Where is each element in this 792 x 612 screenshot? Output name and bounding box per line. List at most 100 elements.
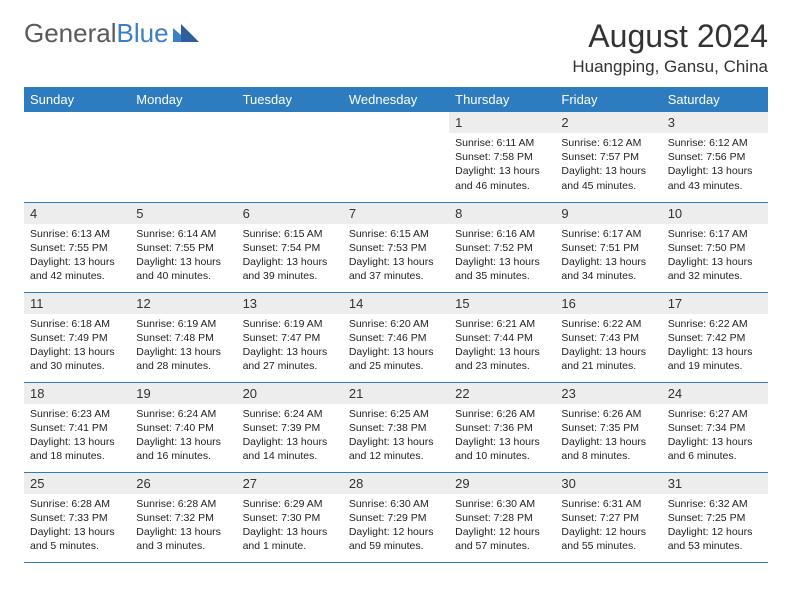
day-number: 21 [343,383,449,404]
logo: GeneralBlue [24,18,199,49]
calendar-cell: 17Sunrise: 6:22 AMSunset: 7:42 PMDayligh… [662,292,768,382]
day-details: Sunrise: 6:29 AMSunset: 7:30 PMDaylight:… [237,494,343,559]
day-details: Sunrise: 6:28 AMSunset: 7:32 PMDaylight:… [130,494,236,559]
day-number: 6 [237,203,343,224]
calendar-row: 18Sunrise: 6:23 AMSunset: 7:41 PMDayligh… [24,382,768,472]
day-number: 16 [555,293,661,314]
calendar-row: 4Sunrise: 6:13 AMSunset: 7:55 PMDaylight… [24,202,768,292]
day-number: 25 [24,473,130,494]
calendar-page: GeneralBlue August 2024 Huangping, Gansu… [0,0,792,575]
calendar-row: 25Sunrise: 6:28 AMSunset: 7:33 PMDayligh… [24,472,768,562]
day-number: 19 [130,383,236,404]
calendar-cell: 13Sunrise: 6:19 AMSunset: 7:47 PMDayligh… [237,292,343,382]
day-number: 12 [130,293,236,314]
day-details: Sunrise: 6:13 AMSunset: 7:55 PMDaylight:… [24,224,130,289]
day-number: 13 [237,293,343,314]
calendar-cell: 24Sunrise: 6:27 AMSunset: 7:34 PMDayligh… [662,382,768,472]
weekday-header: Monday [130,87,236,112]
day-details: Sunrise: 6:22 AMSunset: 7:43 PMDaylight:… [555,314,661,379]
day-number: 31 [662,473,768,494]
calendar-cell: 25Sunrise: 6:28 AMSunset: 7:33 PMDayligh… [24,472,130,562]
calendar-cell [343,112,449,202]
calendar-cell: 8Sunrise: 6:16 AMSunset: 7:52 PMDaylight… [449,202,555,292]
day-details: Sunrise: 6:30 AMSunset: 7:28 PMDaylight:… [449,494,555,559]
weekday-header: Saturday [662,87,768,112]
logo-text-2: Blue [117,18,169,49]
weekday-header: Tuesday [237,87,343,112]
page-header: GeneralBlue August 2024 Huangping, Gansu… [24,18,768,77]
day-details: Sunrise: 6:32 AMSunset: 7:25 PMDaylight:… [662,494,768,559]
calendar-cell [130,112,236,202]
calendar-cell: 1Sunrise: 6:11 AMSunset: 7:58 PMDaylight… [449,112,555,202]
day-details: Sunrise: 6:28 AMSunset: 7:33 PMDaylight:… [24,494,130,559]
day-number: 15 [449,293,555,314]
day-details: Sunrise: 6:24 AMSunset: 7:40 PMDaylight:… [130,404,236,469]
day-number [24,112,130,133]
day-number: 28 [343,473,449,494]
day-number: 4 [24,203,130,224]
day-number: 23 [555,383,661,404]
day-details: Sunrise: 6:26 AMSunset: 7:36 PMDaylight:… [449,404,555,469]
day-number [237,112,343,133]
calendar-cell: 28Sunrise: 6:30 AMSunset: 7:29 PMDayligh… [343,472,449,562]
calendar-cell: 5Sunrise: 6:14 AMSunset: 7:55 PMDaylight… [130,202,236,292]
day-details: Sunrise: 6:12 AMSunset: 7:56 PMDaylight:… [662,133,768,198]
page-subtitle: Huangping, Gansu, China [572,57,768,77]
day-details: Sunrise: 6:21 AMSunset: 7:44 PMDaylight:… [449,314,555,379]
calendar-cell: 26Sunrise: 6:28 AMSunset: 7:32 PMDayligh… [130,472,236,562]
calendar-cell: 19Sunrise: 6:24 AMSunset: 7:40 PMDayligh… [130,382,236,472]
day-number: 7 [343,203,449,224]
weekday-header-row: Sunday Monday Tuesday Wednesday Thursday… [24,87,768,112]
day-number: 14 [343,293,449,314]
day-number: 11 [24,293,130,314]
calendar-cell: 9Sunrise: 6:17 AMSunset: 7:51 PMDaylight… [555,202,661,292]
day-number: 18 [24,383,130,404]
day-details: Sunrise: 6:26 AMSunset: 7:35 PMDaylight:… [555,404,661,469]
calendar-cell: 3Sunrise: 6:12 AMSunset: 7:56 PMDaylight… [662,112,768,202]
calendar-cell: 4Sunrise: 6:13 AMSunset: 7:55 PMDaylight… [24,202,130,292]
weekday-header: Thursday [449,87,555,112]
day-number: 1 [449,112,555,133]
page-title: August 2024 [572,18,768,55]
calendar-cell: 21Sunrise: 6:25 AMSunset: 7:38 PMDayligh… [343,382,449,472]
weekday-header: Sunday [24,87,130,112]
calendar-cell: 30Sunrise: 6:31 AMSunset: 7:27 PMDayligh… [555,472,661,562]
day-details: Sunrise: 6:17 AMSunset: 7:51 PMDaylight:… [555,224,661,289]
day-number: 22 [449,383,555,404]
day-details: Sunrise: 6:15 AMSunset: 7:54 PMDaylight:… [237,224,343,289]
day-details: Sunrise: 6:23 AMSunset: 7:41 PMDaylight:… [24,404,130,469]
calendar-body: 1Sunrise: 6:11 AMSunset: 7:58 PMDaylight… [24,112,768,562]
day-details: Sunrise: 6:19 AMSunset: 7:48 PMDaylight:… [130,314,236,379]
calendar-cell: 11Sunrise: 6:18 AMSunset: 7:49 PMDayligh… [24,292,130,382]
calendar-row: 1Sunrise: 6:11 AMSunset: 7:58 PMDaylight… [24,112,768,202]
calendar-cell [237,112,343,202]
day-details: Sunrise: 6:18 AMSunset: 7:49 PMDaylight:… [24,314,130,379]
calendar-cell: 15Sunrise: 6:21 AMSunset: 7:44 PMDayligh… [449,292,555,382]
calendar-cell: 20Sunrise: 6:24 AMSunset: 7:39 PMDayligh… [237,382,343,472]
day-number: 10 [662,203,768,224]
calendar-cell: 31Sunrise: 6:32 AMSunset: 7:25 PMDayligh… [662,472,768,562]
logo-triangle-icon [173,18,199,49]
day-number: 30 [555,473,661,494]
day-number: 24 [662,383,768,404]
day-details: Sunrise: 6:14 AMSunset: 7:55 PMDaylight:… [130,224,236,289]
calendar-cell: 27Sunrise: 6:29 AMSunset: 7:30 PMDayligh… [237,472,343,562]
day-number: 26 [130,473,236,494]
calendar-table: Sunday Monday Tuesday Wednesday Thursday… [24,87,768,563]
calendar-cell: 10Sunrise: 6:17 AMSunset: 7:50 PMDayligh… [662,202,768,292]
calendar-cell [24,112,130,202]
logo-text-1: General [24,18,117,49]
day-number [343,112,449,133]
calendar-cell: 23Sunrise: 6:26 AMSunset: 7:35 PMDayligh… [555,382,661,472]
day-number: 8 [449,203,555,224]
day-number: 5 [130,203,236,224]
calendar-cell: 18Sunrise: 6:23 AMSunset: 7:41 PMDayligh… [24,382,130,472]
calendar-cell: 22Sunrise: 6:26 AMSunset: 7:36 PMDayligh… [449,382,555,472]
calendar-cell: 6Sunrise: 6:15 AMSunset: 7:54 PMDaylight… [237,202,343,292]
weekday-header: Friday [555,87,661,112]
calendar-row: 11Sunrise: 6:18 AMSunset: 7:49 PMDayligh… [24,292,768,382]
day-number: 27 [237,473,343,494]
calendar-cell: 2Sunrise: 6:12 AMSunset: 7:57 PMDaylight… [555,112,661,202]
day-details: Sunrise: 6:25 AMSunset: 7:38 PMDaylight:… [343,404,449,469]
calendar-cell: 16Sunrise: 6:22 AMSunset: 7:43 PMDayligh… [555,292,661,382]
